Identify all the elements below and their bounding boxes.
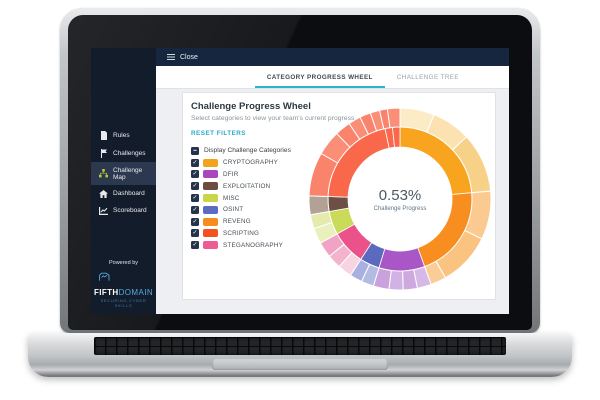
close-button[interactable]: Close xyxy=(167,54,198,61)
powered-by-label: Powered by xyxy=(108,259,139,266)
category-row-reveng: ✓ REVENG xyxy=(191,216,309,228)
category-swatch-osint xyxy=(203,205,218,214)
category-checkbox-exploitation[interactable]: ✓ xyxy=(191,182,199,191)
category-swatch-reveng xyxy=(203,217,218,226)
page-title: Challenge Progress Wheel xyxy=(191,101,311,112)
flag-icon xyxy=(99,148,108,158)
app-screen: Rules Challenges Challenge Map Dashboard Sco… xyxy=(91,48,509,314)
category-checkbox-scripting[interactable]: ✓ xyxy=(191,229,199,238)
brand-tagline: SECURING CYBER SKILLS xyxy=(100,298,147,308)
scoreboard-icon xyxy=(99,206,108,215)
tab-bar: CATEGORY PROGRESS WHEEL CHALLENGE TREE xyxy=(156,66,509,89)
sidebar: Rules Challenges Challenge Map Dashboard Sco… xyxy=(91,48,156,314)
master-checkbox[interactable]: ━ xyxy=(191,146,199,155)
powered-by-block: Powered by FIFTHDOMAIN SECURING CYBER SK… xyxy=(91,260,156,309)
category-checkbox-cryptography[interactable]: ✓ xyxy=(191,158,199,167)
category-swatch-scripting xyxy=(203,229,218,238)
sidebar-nav: Rules Challenges Challenge Map Dashboard Sco… xyxy=(91,126,156,219)
category-row-exploitation: ✓ EXPLOITATION xyxy=(191,180,309,192)
page-content: Challenge Progress Wheel Select categori… xyxy=(156,89,509,314)
close-label: Close xyxy=(180,53,198,61)
sidebar-item-dashboard[interactable]: Dashboard xyxy=(91,185,156,202)
category-swatch-exploitation xyxy=(203,182,218,191)
category-swatch-steganography xyxy=(203,241,218,250)
category-row-steganography: ✓ STEGANOGRAPHY xyxy=(191,239,309,251)
laptop-base xyxy=(28,333,572,377)
master-category-row: ━ Display Challenge Categories xyxy=(191,145,309,157)
category-row-osint: ✓ OSINT xyxy=(191,204,309,216)
fifthdomain-logo-icon xyxy=(98,269,110,287)
topbar: Close xyxy=(156,48,509,66)
home-icon xyxy=(99,189,108,198)
laptop-keyboard xyxy=(94,337,506,355)
wheel-subsegment-scripting[interactable] xyxy=(386,107,401,129)
tab-category-progress-wheel[interactable]: CATEGORY PROGRESS WHEEL xyxy=(254,66,385,88)
category-label: STEGANOGRAPHY xyxy=(223,241,283,249)
challenge-map-icon xyxy=(99,169,108,178)
category-label: CRYPTOGRAPHY xyxy=(223,159,279,167)
category-row-scripting: ✓ SCRIPTING xyxy=(191,228,309,240)
category-checkbox-dfir[interactable]: ✓ xyxy=(191,170,199,179)
category-label: EXPLOITATION xyxy=(223,182,271,190)
category-label: SCRIPTING xyxy=(223,229,260,237)
menu-icon xyxy=(167,54,175,60)
category-label: MISC xyxy=(223,194,240,202)
wheel-subsegment-exploitation[interactable] xyxy=(308,195,330,216)
wheel-segment-dfir[interactable] xyxy=(378,247,426,272)
master-checkbox-label: Display Challenge Categories xyxy=(204,147,291,155)
page-subtitle: Select categories to view your team's cu… xyxy=(191,114,357,122)
brand-name: FIFTHDOMAIN xyxy=(93,287,154,297)
laptop-bezel: Rules Challenges Challenge Map Dashboard Sco… xyxy=(68,15,532,330)
category-list: ━ Display Challenge Categories ✓ CRYPTOGR… xyxy=(191,145,309,251)
category-checkbox-steganography[interactable]: ✓ xyxy=(191,241,199,250)
category-swatch-misc xyxy=(203,194,218,203)
progress-wheel-card: Challenge Progress Wheel Select categori… xyxy=(182,92,496,300)
category-filters: RESET FILTERS ━ Display Challenge Catego… xyxy=(191,130,309,251)
category-checkbox-misc[interactable]: ✓ xyxy=(191,194,199,203)
tab-challenge-tree[interactable]: CHALLENGE TREE xyxy=(396,73,459,81)
sidebar-item-challenge-map[interactable]: Challenge Map xyxy=(91,162,156,185)
laptop-trackpad xyxy=(212,358,388,370)
category-swatch-cryptography xyxy=(203,158,218,167)
sidebar-item-rules[interactable]: Rules xyxy=(91,126,156,144)
progress-wheel: 0.53% Challenge Progress xyxy=(305,104,495,294)
sidebar-item-scoreboard[interactable]: Scoreboard xyxy=(91,202,156,219)
laptop-frame: Rules Challenges Challenge Map Dashboard Sco… xyxy=(60,8,540,333)
progress-wheel-svg xyxy=(308,107,492,291)
main-area: Close CATEGORY PROGRESS WHEEL CHALLENGE T… xyxy=(156,48,509,314)
category-label: REVENG xyxy=(223,218,251,226)
category-swatch-dfir xyxy=(203,170,218,179)
category-label: OSINT xyxy=(223,206,244,214)
category-row-cryptography: ✓ CRYPTOGRAPHY xyxy=(191,157,309,169)
category-row-dfir: ✓ DFIR xyxy=(191,169,309,181)
category-checkbox-reveng[interactable]: ✓ xyxy=(191,217,199,226)
rules-icon xyxy=(99,130,108,140)
category-label: DFIR xyxy=(223,170,239,178)
reset-filters-link[interactable]: RESET FILTERS xyxy=(191,130,247,137)
category-checkbox-osint[interactable]: ✓ xyxy=(191,205,199,214)
sidebar-item-challenges[interactable]: Challenges xyxy=(91,144,156,162)
category-row-misc: ✓ MISC xyxy=(191,192,309,204)
